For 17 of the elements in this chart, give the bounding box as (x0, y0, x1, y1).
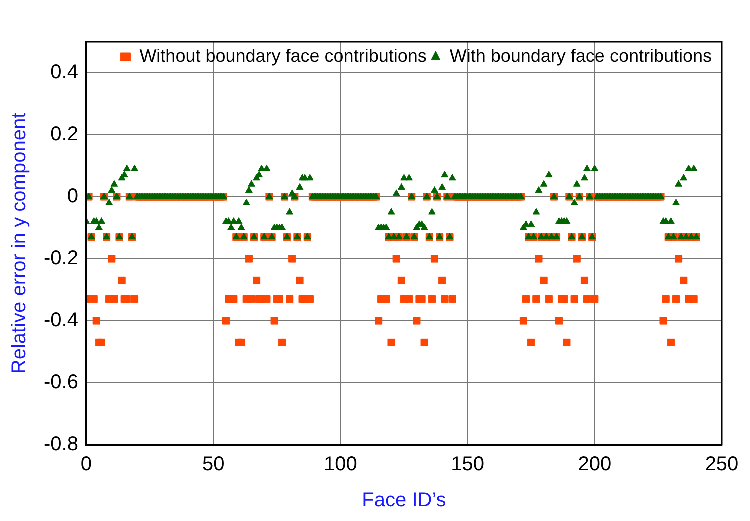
y-tick-label: -0.6 (44, 372, 78, 394)
x-tick-label: 0 (80, 454, 92, 476)
y-tick-label: -0.8 (44, 434, 78, 456)
y-tick-label: 0 (67, 186, 78, 208)
legend-label: With boundary face contributions (450, 46, 712, 66)
x-tick-label: 100 (324, 454, 358, 476)
x-axis-title: Face ID’s (362, 490, 446, 512)
x-tick-label: 250 (705, 454, 739, 476)
x-tick-label: 200 (578, 454, 612, 476)
y-tick-label: -0.2 (44, 248, 78, 270)
x-tick-label: 150 (451, 454, 484, 476)
y-axis-title: Relative error in y component (8, 112, 31, 374)
y-tick-label: 0.2 (50, 124, 78, 146)
x-tick-label: 50 (202, 454, 225, 476)
y-tick-label: -0.4 (44, 310, 78, 332)
y-tick-label: 0.4 (50, 62, 78, 84)
legend-label: Without boundary face contributions (140, 46, 427, 66)
